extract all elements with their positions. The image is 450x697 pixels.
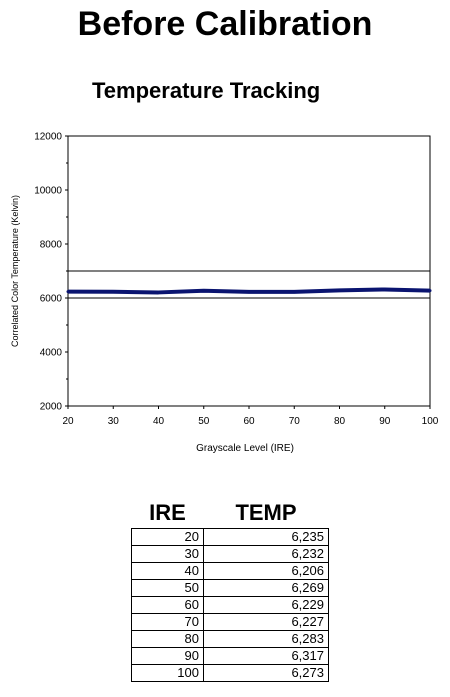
cell-ire: 50 xyxy=(131,579,204,597)
data-point xyxy=(338,288,341,292)
header-temp: TEMP xyxy=(235,500,297,525)
y-tick-label: 4000 xyxy=(40,348,63,359)
cell-ire: 90 xyxy=(131,647,204,665)
y-tick-label: 6000 xyxy=(40,294,63,305)
table-header-row: IRE TEMP xyxy=(132,498,329,529)
cell-temp: 6,229 xyxy=(203,596,329,614)
y-tick-label: 8000 xyxy=(40,240,63,251)
data-point xyxy=(247,290,251,294)
chart-title: Temperature Tracking xyxy=(92,78,321,103)
reference-lines xyxy=(68,270,430,299)
x-axis-label: Grayscale Level (IRE) xyxy=(196,443,294,454)
table-row: 30 6,232 xyxy=(131,545,329,563)
cell-temp: 6,283 xyxy=(203,630,329,648)
data-point xyxy=(202,289,206,293)
x-tick-label: 30 xyxy=(108,416,120,427)
x-tick-label: 60 xyxy=(243,416,255,427)
data-point xyxy=(157,290,160,294)
x-tick-label: 40 xyxy=(153,416,165,427)
temperature-tracking-chart: 2000 4000 6000 8000 10000 12000 20 30 40 50 60 70 8… xyxy=(10,132,439,455)
cell-ire: 60 xyxy=(131,596,204,614)
x-tick-label: 20 xyxy=(62,416,74,427)
cell-temp: 6,235 xyxy=(203,528,329,546)
cell-temp: 6,227 xyxy=(203,613,329,631)
y-axis-label: Correlated Color Temperature (Kelvin) xyxy=(10,195,20,347)
series-layer xyxy=(66,287,432,295)
table-row: 60 6,229 xyxy=(131,596,329,614)
cell-temp: 6,206 xyxy=(203,562,329,580)
header-ire: IRE xyxy=(149,500,186,525)
cell-ire: 20 xyxy=(131,528,204,546)
table-row: 70 6,227 xyxy=(131,613,329,631)
x-tick-label: 50 xyxy=(198,416,210,427)
table-row: 40 6,206 xyxy=(131,562,329,580)
data-point xyxy=(428,289,432,293)
cell-ire: 30 xyxy=(131,545,204,563)
data-point xyxy=(292,290,296,294)
y-axis-ticks: 2000 4000 6000 8000 10000 12000 xyxy=(34,132,68,413)
cell-ire: 70 xyxy=(131,613,204,631)
table-row: 90 6,317 xyxy=(131,647,329,665)
cell-ire: 80 xyxy=(131,630,204,648)
cell-temp: 6,273 xyxy=(203,664,329,682)
y-tick-label: 12000 xyxy=(34,132,62,143)
cell-temp: 6,232 xyxy=(203,545,329,563)
x-axis-ticks: 20 30 40 50 60 70 80 90 100 xyxy=(62,406,439,427)
table-row: 50 6,269 xyxy=(131,579,329,597)
data-point xyxy=(111,290,115,294)
data-point xyxy=(383,287,387,291)
x-tick-label: 70 xyxy=(289,416,301,427)
cell-temp: 6,269 xyxy=(203,579,329,597)
table-row: 100 6,273 xyxy=(131,664,329,682)
y-tick-label: 10000 xyxy=(34,186,62,197)
cell-temp: 6,317 xyxy=(203,647,329,665)
table-row: 80 6,283 xyxy=(131,630,329,648)
ire-temp-table: IRE TEMP 20 6,235 30 6,232 40 6,206 50 6,269 60 6… xyxy=(131,498,329,682)
y-tick-label: 2000 xyxy=(40,402,63,413)
x-tick-label: 100 xyxy=(422,416,439,427)
page-title: Before Calibration xyxy=(77,5,373,43)
x-tick-label: 80 xyxy=(334,416,346,427)
cell-ire: 40 xyxy=(131,562,204,580)
x-tick-label: 90 xyxy=(379,416,391,427)
table-body: 20 6,235 30 6,232 40 6,206 50 6,269 60 6,229 70 6,2… xyxy=(131,528,329,682)
data-point xyxy=(66,290,70,294)
cell-ire: 100 xyxy=(131,664,204,682)
table-row: 20 6,235 xyxy=(131,528,329,546)
